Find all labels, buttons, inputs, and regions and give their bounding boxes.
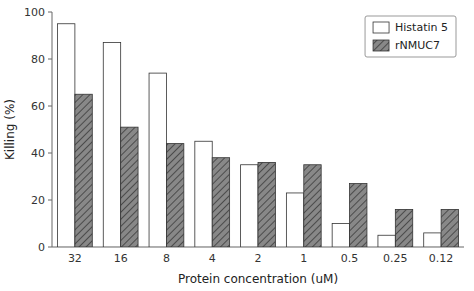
x-axis-title: Protein concentration (uM)	[178, 272, 338, 286]
y-tick	[48, 106, 52, 107]
bar	[395, 209, 412, 247]
legend: Histatin 5 rNMUC7	[365, 16, 456, 57]
y-tick	[48, 12, 52, 13]
chart-svg: 0 20 40 60 80 100 32 16 8 4 2 1 0.5 0.25 0.12 Protein c…	[0, 0, 474, 291]
bar	[350, 184, 367, 247]
bar	[166, 144, 183, 247]
bar	[441, 209, 458, 247]
legend-label: Histatin 5	[395, 21, 448, 34]
axes: 0 20 40 60 80 100 32 16 8 4 2 1 0.5 0.25 0.12	[24, 6, 464, 265]
y-axis-title: Killing (%)	[3, 99, 17, 160]
y-tick-label: 100	[24, 6, 45, 19]
bar	[121, 127, 138, 247]
bar	[195, 141, 212, 247]
legend-label: rNMUC7	[395, 39, 440, 52]
legend-swatch	[373, 22, 389, 33]
x-tick-label: 0.5	[341, 252, 359, 265]
y-tick	[48, 200, 52, 201]
x-tick-label: 16	[114, 252, 128, 265]
legend-swatch	[373, 40, 389, 51]
bar	[424, 233, 441, 247]
bar	[149, 73, 166, 247]
bar	[258, 162, 275, 247]
y-axis-line	[52, 12, 53, 247]
bar	[286, 193, 303, 247]
x-tick-label: 0.25	[383, 252, 408, 265]
bar	[75, 94, 92, 247]
bar	[57, 24, 74, 247]
bar	[332, 224, 349, 248]
bar	[103, 43, 120, 247]
y-tick	[48, 59, 52, 60]
y-tick	[48, 153, 52, 154]
x-tick-label: 1	[300, 252, 307, 265]
y-tick-label: 80	[31, 53, 45, 66]
bar	[304, 165, 321, 247]
y-tick-label: 20	[31, 194, 45, 207]
x-tick-label: 2	[255, 252, 262, 265]
bar	[241, 165, 258, 247]
y-tick-label: 40	[31, 147, 45, 160]
legend-box	[365, 16, 456, 57]
y-tick-label: 0	[38, 241, 45, 254]
x-tick-label: 4	[209, 252, 216, 265]
bar	[212, 158, 229, 247]
bar	[378, 235, 395, 247]
x-tick-label: 8	[163, 252, 170, 265]
x-tick-label: 0.12	[429, 252, 454, 265]
x-tick-label: 32	[68, 252, 82, 265]
chart-container: 0 20 40 60 80 100 32 16 8 4 2 1 0.5 0.25 0.12 Protein c…	[0, 0, 474, 291]
y-tick	[48, 247, 52, 248]
y-tick-label: 60	[31, 100, 45, 113]
